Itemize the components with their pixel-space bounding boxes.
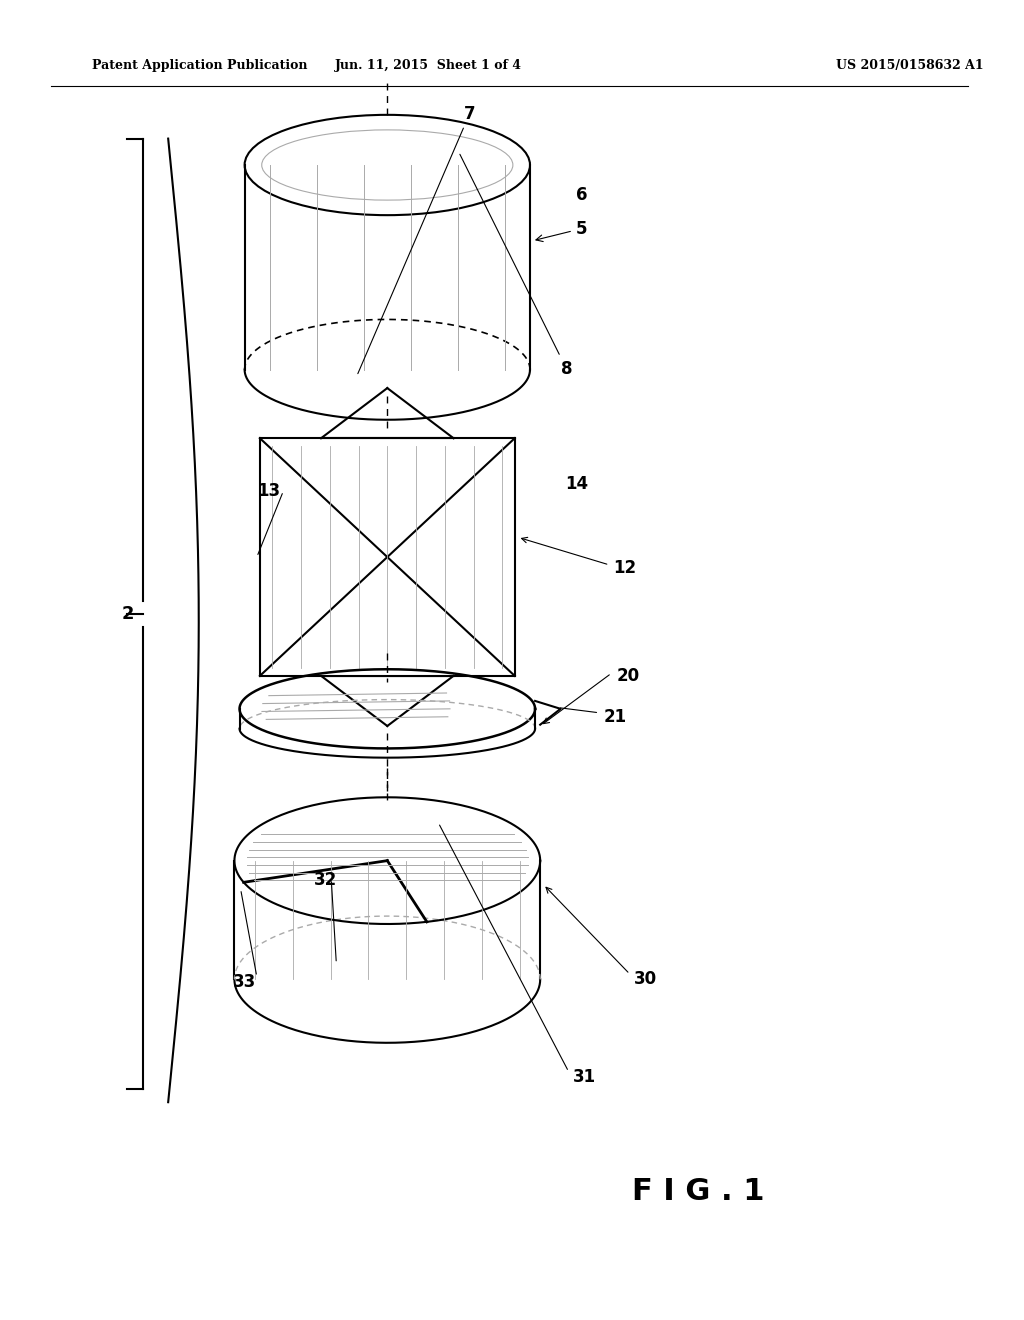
Text: 6: 6 [575,186,588,205]
Text: 12: 12 [613,558,637,577]
Text: Jun. 11, 2015  Sheet 1 of 4: Jun. 11, 2015 Sheet 1 of 4 [335,59,521,73]
Text: Patent Application Publication: Patent Application Publication [92,59,307,73]
Text: 13: 13 [257,482,280,500]
Text: 8: 8 [460,154,572,378]
Text: 21: 21 [603,708,627,726]
Text: 14: 14 [565,475,589,494]
Text: 33: 33 [232,973,256,991]
Text: 5: 5 [536,219,588,242]
Text: 20: 20 [616,667,640,685]
Text: 32: 32 [314,871,337,890]
Text: F I G . 1: F I G . 1 [632,1177,765,1206]
Text: 2: 2 [121,605,134,623]
Text: 7: 7 [357,104,475,374]
Text: 30: 30 [634,970,657,989]
Text: 31: 31 [572,1068,596,1086]
Text: US 2015/0158632 A1: US 2015/0158632 A1 [836,59,983,73]
